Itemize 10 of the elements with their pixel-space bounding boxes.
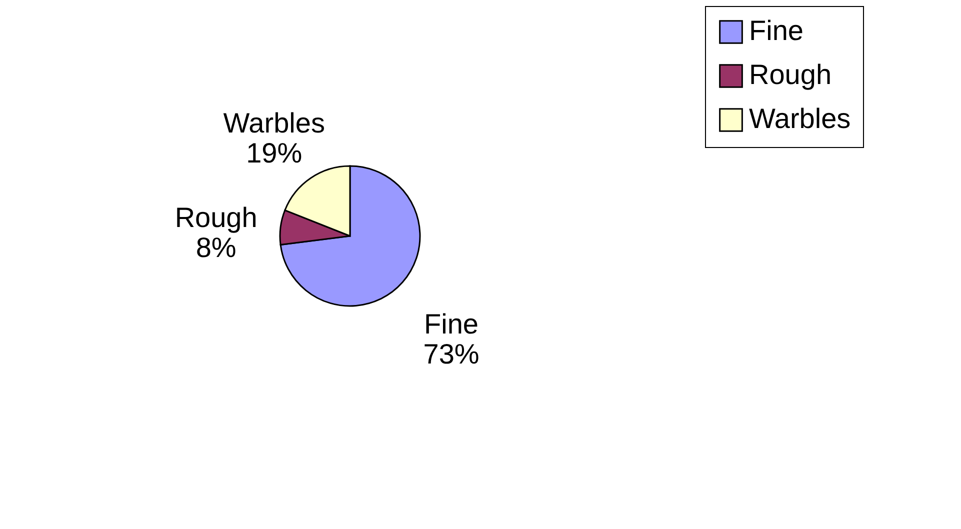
pie-slice bbox=[280, 165, 421, 307]
data-label: 73% bbox=[423, 338, 480, 370]
slice-label: Warbles bbox=[223, 107, 325, 138]
slice-label: Fine bbox=[424, 308, 478, 340]
data-label: 19% bbox=[246, 137, 302, 168]
legend-label: Warbles bbox=[749, 103, 851, 134]
legend-label: Rough bbox=[749, 59, 832, 90]
slice-label: Rough bbox=[174, 202, 258, 234]
data-label: 8% bbox=[196, 232, 236, 264]
legend-label: Fine bbox=[749, 15, 804, 46]
